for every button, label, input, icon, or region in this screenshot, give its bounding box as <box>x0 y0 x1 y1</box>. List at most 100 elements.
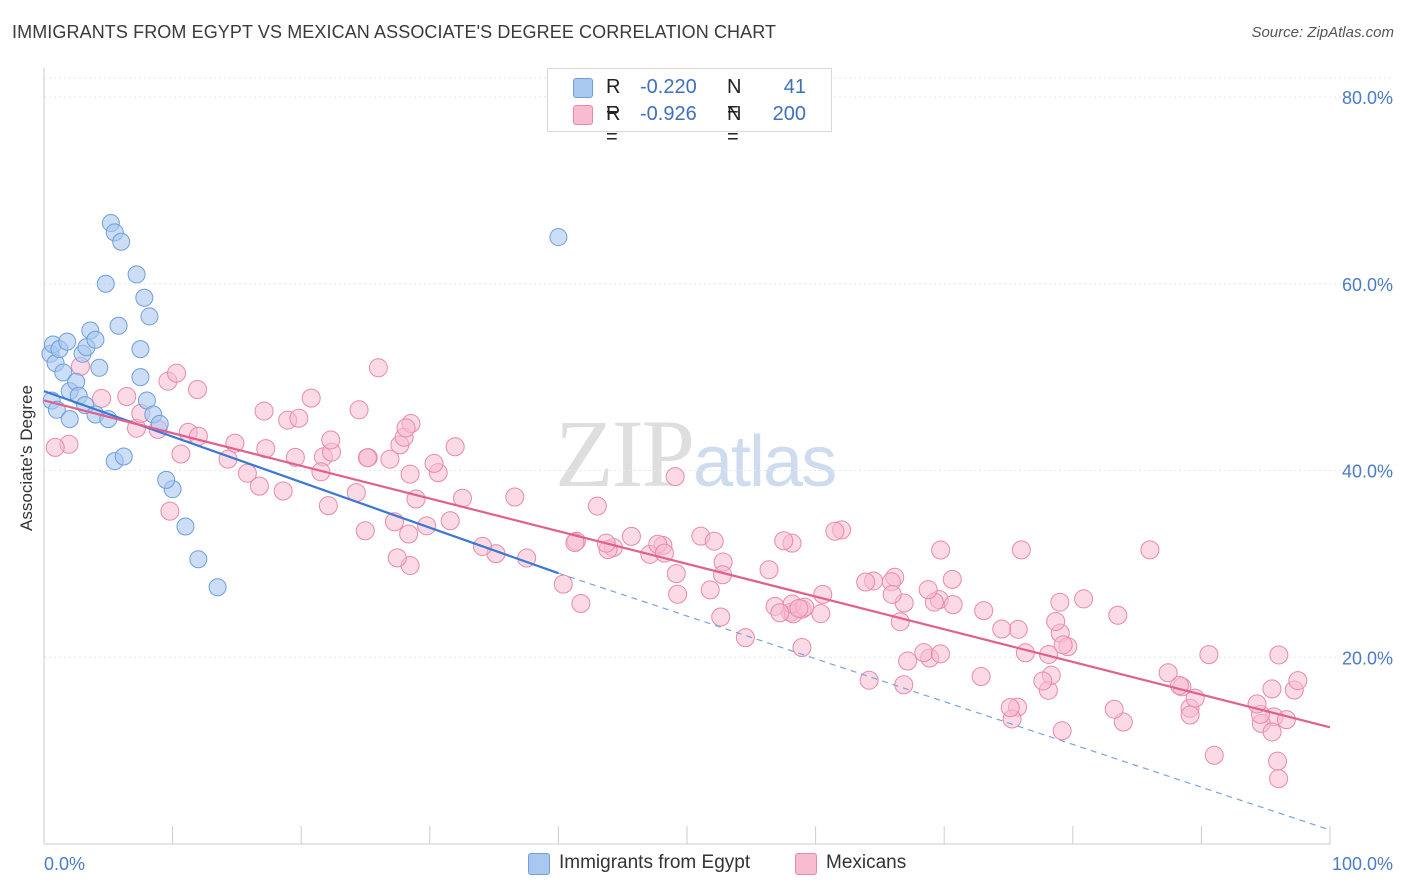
mexicans-point <box>974 601 994 621</box>
mexicans-point <box>971 667 991 687</box>
mexicans-point <box>505 487 525 507</box>
mexicans-point <box>1262 722 1282 742</box>
egypt-point <box>157 470 176 489</box>
legend-r-value: -0.220 <box>640 76 697 98</box>
mexicans-point <box>1140 540 1160 560</box>
mexicans-point <box>914 643 934 663</box>
mexicans-point <box>1052 721 1072 741</box>
bottom-legend-swatch-mexicans <box>795 853 817 875</box>
egypt-point <box>176 517 195 536</box>
mexicans-point <box>553 574 573 594</box>
mexicans-point <box>1113 712 1133 732</box>
y-tick-label: 20.0% <box>1342 648 1393 668</box>
mexicans-point <box>1053 635 1073 655</box>
mexicans-point <box>1262 679 1282 699</box>
mexicans-point <box>882 584 902 604</box>
egypt-point <box>96 274 115 293</box>
mexicans-point <box>1199 645 1219 665</box>
mexicans-point <box>249 476 269 496</box>
mexicans-point <box>400 464 420 484</box>
legend-swatch-mexicans <box>573 105 593 125</box>
mexicans-point <box>1288 671 1308 691</box>
egypt-point <box>60 410 79 429</box>
watermark-atlas: atlas <box>693 422 837 502</box>
mexicans-point <box>445 437 465 457</box>
mexicans-point <box>1000 698 1020 718</box>
mexicans-point <box>289 408 309 428</box>
mexicans-point <box>898 651 918 671</box>
mexicans-point <box>368 358 388 378</box>
mexicans-point <box>321 430 341 450</box>
mexicans-point <box>167 363 187 383</box>
mexicans-point <box>424 453 444 473</box>
mexicans-point <box>992 619 1012 639</box>
mexicans-point <box>399 524 419 544</box>
mexicans-point <box>1015 643 1035 663</box>
mexicans-point <box>171 444 191 464</box>
legend-n-value: 200 <box>772 103 806 125</box>
mexicans-point <box>318 496 338 516</box>
mexicans-point <box>45 437 65 457</box>
bottom-legend-label-mexicans: Mexicans <box>826 852 907 873</box>
mexicans-trend-line <box>43 399 1331 729</box>
source-label: Source: ZipAtlas.com <box>1251 24 1394 41</box>
egypt-point <box>189 550 208 569</box>
mexicans-point <box>1011 540 1031 560</box>
egypt-point <box>135 288 154 307</box>
egypt-point <box>549 228 568 247</box>
egypt-point <box>54 363 73 382</box>
egypt-point <box>86 330 105 349</box>
mexicans-point <box>273 481 293 501</box>
mexicans-point <box>621 526 641 546</box>
mexicans-point <box>1158 663 1178 683</box>
mexicans-point <box>735 628 755 648</box>
legend-n-value: 41 <box>783 76 806 98</box>
mexicans-point <box>856 572 876 592</box>
mexicans-point <box>789 598 809 618</box>
legend-n-label: N = <box>727 103 742 148</box>
mexicans-point <box>931 540 951 560</box>
mexicans-point <box>1269 645 1289 665</box>
legend-r-label: R = <box>606 76 621 121</box>
mexicans-point <box>117 387 137 407</box>
legend-n-label: N = <box>727 76 742 121</box>
mexicans-point <box>811 604 831 624</box>
watermark-zip: ZIP <box>555 400 695 507</box>
mexicans-point <box>565 533 585 553</box>
mexicans-point <box>301 388 321 408</box>
mexicans-point <box>1046 611 1066 631</box>
egypt-point <box>58 332 77 351</box>
mexicans-point <box>1269 769 1289 789</box>
mexicans-point <box>711 607 731 627</box>
egypt-point <box>114 447 133 466</box>
mexicans-point <box>285 447 305 467</box>
y-axis-label: Associate's Degree <box>17 385 36 531</box>
mexicans-point <box>1276 710 1296 730</box>
mexicans-point <box>700 580 720 600</box>
mexicans-point <box>792 637 812 657</box>
egypt-point <box>127 265 146 284</box>
chart-title: IMMIGRANTS FROM EGYPT VS MEXICAN ASSOCIA… <box>12 22 777 42</box>
mexicans-point <box>1033 671 1053 691</box>
x-tick-label: 100.0% <box>1332 854 1393 874</box>
mexicans-point <box>396 418 416 438</box>
mexicans-point <box>571 594 591 614</box>
legend-r-label: R = <box>606 103 621 148</box>
y-tick-label: 60.0% <box>1342 275 1393 295</box>
mexicans-point <box>349 400 369 420</box>
mexicans-point <box>770 603 790 623</box>
mexicans-point <box>894 675 914 695</box>
legend-swatch-egypt <box>573 78 593 98</box>
mexicans-point <box>357 448 377 468</box>
bottom-legend-label-egypt: Immigrants from Egypt <box>559 852 751 873</box>
legend-r-value: -0.926 <box>640 103 697 125</box>
egypt-point <box>131 368 150 387</box>
stats-legend: R = -0.220 N = 41 R = -0.926 N = 200 <box>547 68 832 148</box>
y-tick-label: 40.0% <box>1342 462 1393 482</box>
mexicans-point <box>1180 705 1200 725</box>
mexicans-point <box>918 580 938 600</box>
mexicans-point <box>665 467 685 487</box>
egypt-trend-extension <box>558 572 1331 831</box>
mexicans-point <box>666 564 686 584</box>
